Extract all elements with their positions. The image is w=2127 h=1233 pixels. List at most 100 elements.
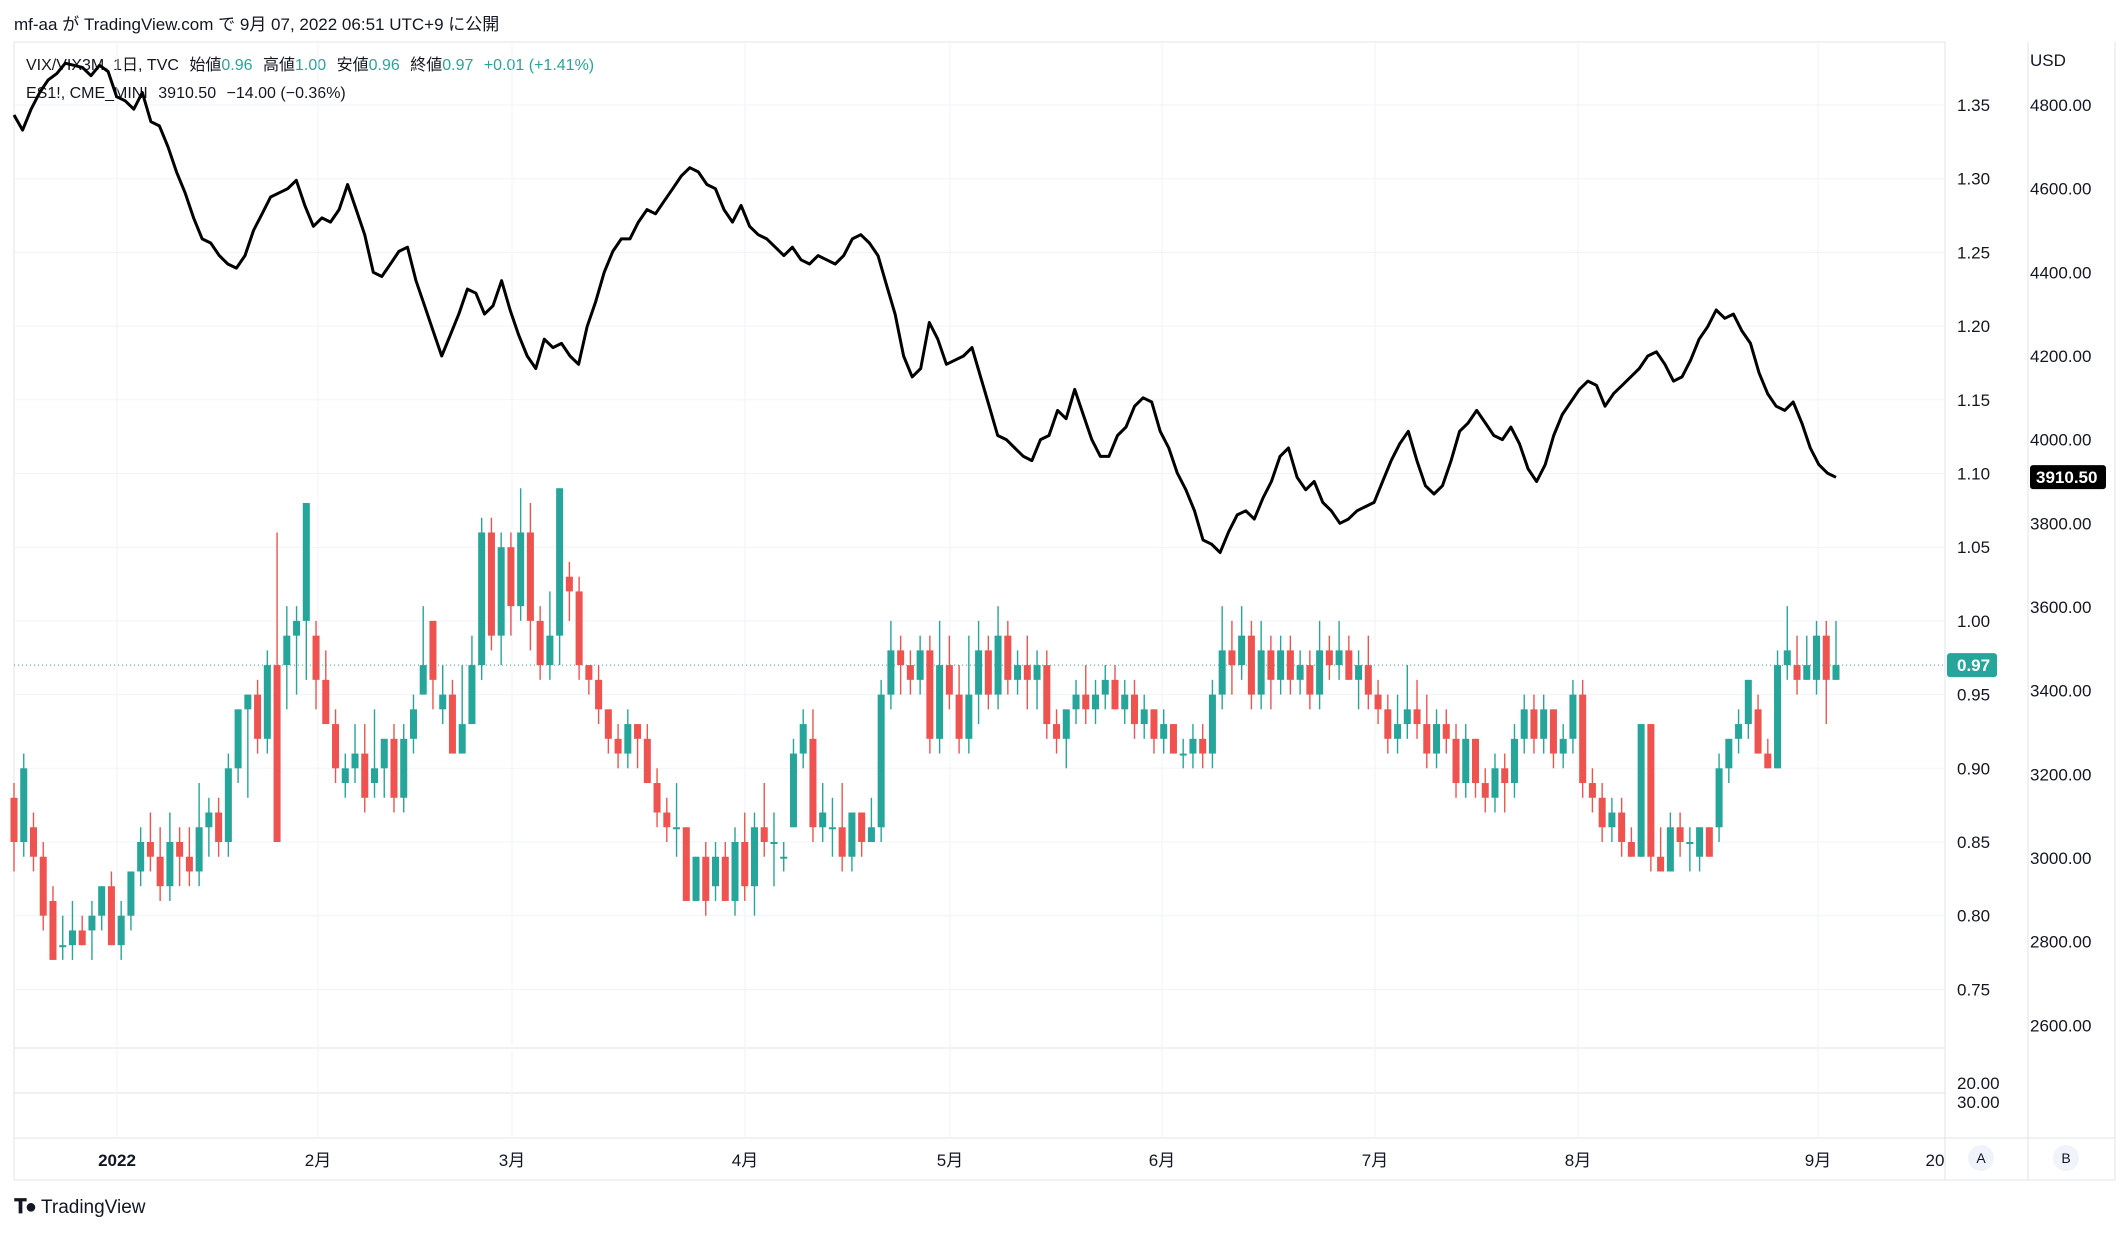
candle-body	[487, 532, 495, 636]
candle-body	[1442, 724, 1450, 739]
candle-body	[1803, 665, 1811, 680]
right-axis-tick-label: 2800.00	[2030, 933, 2091, 952]
candle-body	[1793, 665, 1801, 680]
candles-group	[10, 488, 1840, 960]
candle-body	[1238, 635, 1246, 666]
candle-body	[1608, 812, 1616, 828]
candle-body	[137, 842, 145, 872]
candle-body	[1471, 738, 1480, 784]
candle-body	[312, 635, 320, 680]
candle-body	[575, 591, 583, 666]
candle-body	[1413, 709, 1421, 725]
candle-body	[965, 694, 973, 739]
candle-body	[712, 856, 720, 887]
tradingview-logo-icon: 𝐓●	[14, 1196, 37, 1218]
candle-body	[799, 724, 807, 754]
candle-body	[536, 620, 544, 666]
candle-body	[234, 709, 242, 769]
right-axis-tick-label: 4200.00	[2030, 347, 2091, 366]
candle-body	[390, 738, 398, 798]
candle-body	[517, 532, 525, 607]
candle-body	[478, 532, 486, 666]
candle-body	[1481, 783, 1489, 798]
site-name[interactable]: TradingView.com	[83, 15, 214, 34]
candle-body	[1150, 709, 1158, 739]
candle-body	[565, 576, 573, 592]
brand-name: TradingView	[40, 1196, 146, 1218]
candle-body	[955, 694, 963, 739]
log-scale-button[interactable]: B	[2053, 1145, 2079, 1171]
candle-body	[1549, 709, 1557, 754]
candle-body	[1355, 665, 1363, 680]
candle-body	[1647, 724, 1655, 857]
right-axis-tick-label: 4400.00	[2030, 263, 2091, 282]
candle-body	[146, 842, 154, 857]
candle-body	[1510, 738, 1518, 784]
right-axis-tick-label: 3600.00	[2030, 598, 2091, 617]
candle-body	[195, 827, 203, 872]
candle-body	[750, 827, 758, 887]
candle-body	[828, 827, 836, 830]
candle-body	[1014, 665, 1022, 680]
auto-scale-button[interactable]: A	[1968, 1145, 1994, 1171]
right-axis-tick-label: 4800.00	[2030, 96, 2091, 115]
candle-body	[926, 650, 934, 739]
candle-body	[789, 753, 797, 828]
candle-body	[127, 871, 135, 916]
candle-body	[1023, 665, 1031, 680]
candle-body	[1559, 738, 1567, 754]
candle-body	[1813, 635, 1821, 680]
candle-body	[1657, 856, 1665, 872]
candle-body	[409, 709, 417, 739]
time-axis-tick-label: 4月	[732, 1151, 758, 1170]
left-axis-tick-label: 1.20	[1957, 317, 1990, 336]
author-name[interactable]: mf-aa	[14, 15, 58, 34]
candle-body	[254, 694, 262, 739]
candle-body	[1462, 738, 1470, 784]
candle-body	[809, 738, 817, 828]
overlay-last-badge	[2030, 465, 2106, 490]
candle-body	[1062, 709, 1070, 739]
legend-overlay-last: 3910.50	[158, 85, 217, 102]
left-axis-tick-label: 1.30	[1957, 170, 1990, 189]
candle-body	[448, 694, 456, 754]
time-axis-tick-label: 2月	[305, 1151, 331, 1170]
candle-body	[107, 886, 115, 946]
candle-body	[721, 856, 729, 901]
candle-body	[322, 679, 330, 725]
candle-body	[819, 812, 827, 828]
legend-main-symbol: VIX/VIX3M, 1日, TVC	[26, 57, 179, 74]
right-axis-tick-label: 4600.00	[2030, 180, 2091, 199]
candle-body	[1520, 709, 1528, 739]
candle-body	[1004, 635, 1012, 680]
candle-body	[10, 797, 18, 842]
tradingview-brand[interactable]: 𝐓● TradingView	[14, 1196, 146, 1219]
header-text-ni: に公開	[448, 15, 500, 34]
candle-body	[370, 768, 379, 784]
overlay-last-badge-label: 3910.50	[2036, 468, 2097, 487]
es1-line-series	[12, 61, 1837, 555]
candle-body	[20, 768, 28, 842]
candle-body	[1296, 665, 1304, 680]
candle-body	[1316, 650, 1324, 695]
candle-body	[663, 812, 671, 828]
candle-body	[1218, 650, 1226, 695]
candle-body	[1179, 753, 1187, 756]
candle-body	[634, 724, 642, 739]
candle-body	[1764, 753, 1772, 769]
candle-body	[419, 665, 427, 695]
candle-body	[1247, 635, 1255, 695]
legend-close-label: 終値	[410, 57, 443, 74]
candle-body	[1423, 724, 1431, 754]
left-axis-tick-label: 0.85	[1957, 833, 1990, 852]
legend-low-value: 0.96	[368, 57, 400, 74]
candle-body	[1579, 694, 1587, 784]
left-axis-tick-label: 0.80	[1957, 907, 1990, 926]
candle-body	[1666, 827, 1674, 872]
candle-body	[780, 856, 788, 859]
candle-body	[653, 783, 661, 813]
candle-body	[1832, 665, 1840, 680]
candle-body	[185, 856, 193, 872]
candle-body	[1384, 709, 1392, 739]
